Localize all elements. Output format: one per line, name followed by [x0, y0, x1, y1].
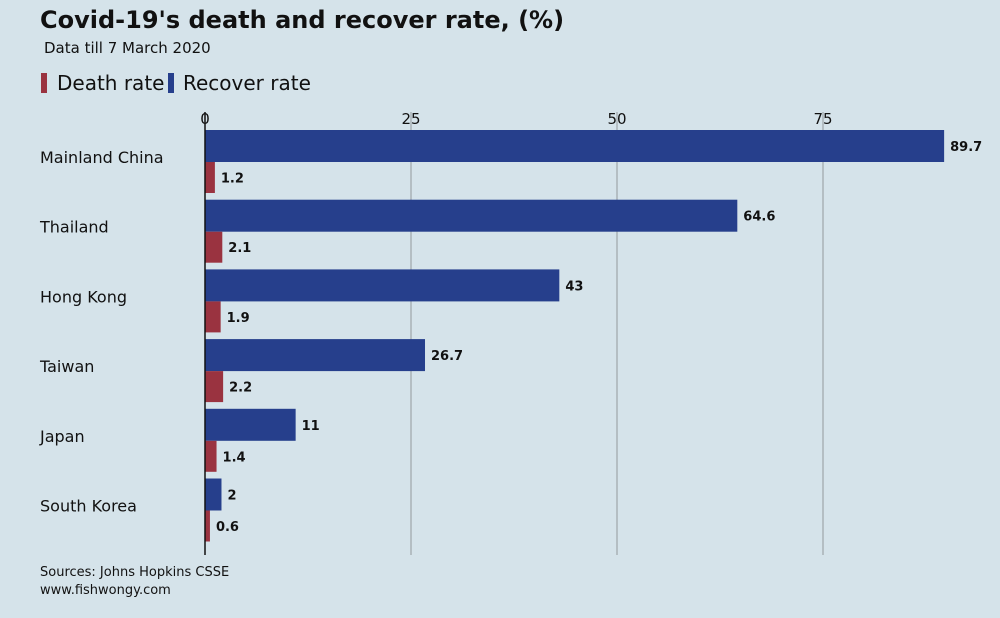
chart-subtitle: Data till 7 March 2020 [44, 39, 211, 57]
bar-death-south-korea [205, 510, 210, 542]
data-label-recover-thailand: 64.6 [743, 210, 775, 225]
chart-title: Covid-19's death and recover rate, (%) [40, 6, 564, 34]
source-line-2: www.fishwongy.com [40, 583, 171, 598]
data-label-death-thailand: 2.1 [228, 241, 251, 256]
category-label-taiwan: Taiwan [39, 357, 94, 376]
bar-death-japan [205, 440, 217, 472]
bars: 89.7 1.2 64.6 2.1 43 1.9 26.7 2.2 11 1.4 2 0.6 [205, 130, 982, 542]
x-tick-labels: 0255075 [200, 110, 832, 128]
bar-recover-south-korea [205, 478, 222, 511]
bar-death-taiwan [205, 371, 224, 403]
data-label-death-south-korea: 0.6 [216, 520, 239, 535]
bar-recover-thailand [205, 199, 738, 232]
category-label-thailand: Thailand [39, 218, 109, 237]
gridlines [410, 112, 824, 555]
data-label-death-japan: 1.4 [223, 450, 246, 465]
category-label-japan: Japan [39, 427, 85, 446]
category-label-mainland-china: Mainland China [40, 148, 164, 167]
category-label-hong-kong: Hong Kong [40, 287, 127, 306]
data-label-death-mainland-china: 1.2 [221, 172, 244, 187]
bar-recover-japan [205, 408, 296, 441]
legend-swatch-death [41, 73, 47, 93]
bar-recover-taiwan [205, 339, 426, 372]
bar-recover-mainland-china [205, 130, 945, 162]
x-tick-label-75: 75 [813, 110, 832, 128]
data-label-recover-mainland-china: 89.7 [950, 140, 982, 155]
bar-death-hong-kong [205, 301, 221, 333]
x-tick-label-50: 50 [607, 110, 626, 128]
category-labels: Mainland China Thailand Hong Kong Taiwan Jap… [39, 148, 164, 516]
legend-swatch-recover [168, 73, 174, 93]
data-label-death-taiwan: 2.2 [229, 381, 252, 396]
legend-label-death: Death rate [57, 71, 164, 95]
data-label-recover-japan: 11 [302, 419, 320, 434]
x-tick-label-25: 25 [401, 110, 420, 128]
data-label-death-hong-kong: 1.9 [227, 311, 250, 326]
category-label-south-korea: South Korea [40, 497, 137, 516]
legend-label-recover: Recover rate [183, 71, 311, 95]
legend: Death rate Recover rate [41, 71, 311, 95]
source-line-1: Sources: Johns Hopkins CSSE [40, 565, 229, 580]
bar-death-mainland-china [205, 162, 215, 193]
data-label-recover-south-korea: 2 [227, 489, 236, 504]
data-label-recover-hong-kong: 43 [565, 279, 583, 294]
bar-death-thailand [205, 231, 223, 263]
data-label-recover-taiwan: 26.7 [431, 349, 463, 364]
bar-recover-hong-kong [205, 269, 560, 302]
